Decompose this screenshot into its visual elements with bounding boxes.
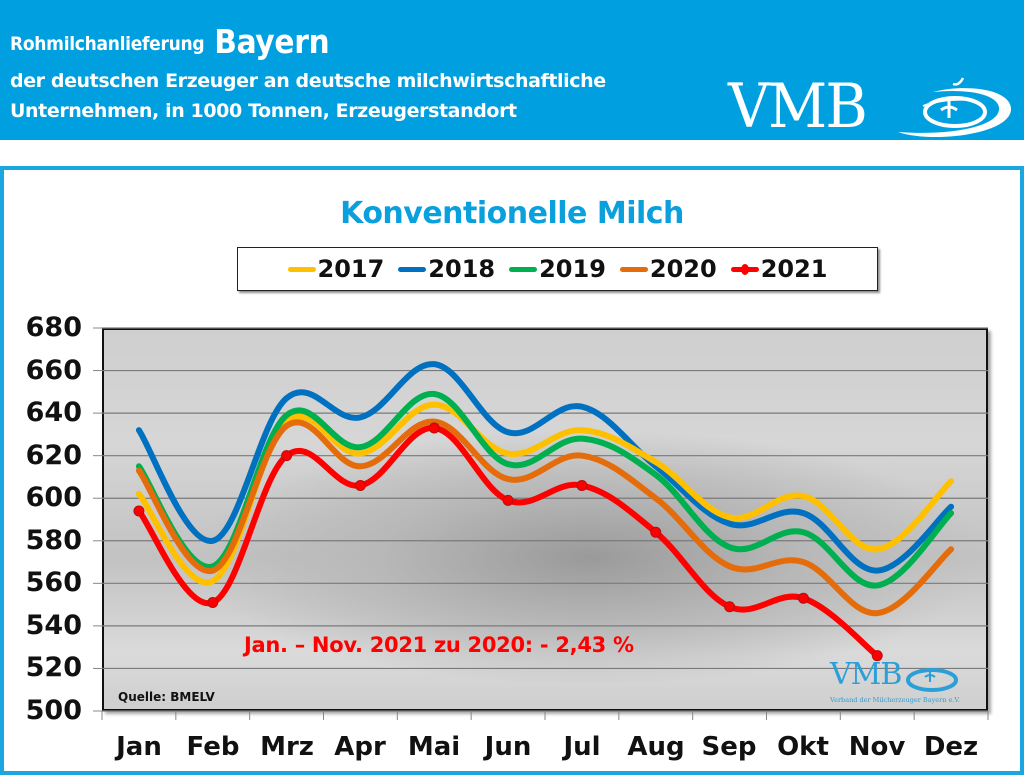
y-tick-label: 600	[25, 482, 82, 513]
y-tick-label: 540	[25, 610, 82, 641]
legend-swatch-2020	[619, 266, 648, 272]
chart-frame	[0, 166, 1024, 775]
x-tick-label: Mai	[407, 732, 461, 762]
legend-swatch-2021	[730, 263, 759, 275]
y-tick-label: 660	[25, 355, 82, 386]
vmb-small-logo-subtitle: Verband der Milcherzeuger Bayern e.V.	[830, 696, 960, 704]
data-point-marker	[576, 479, 588, 491]
chart-title: Konventionelle Milch	[340, 196, 684, 231]
vmb-small-logo: VMB Verband der Milcherzeuger Bayern e.V…	[826, 660, 966, 708]
y-tick-label: 640	[25, 397, 82, 428]
x-tick-label: Feb	[186, 732, 240, 762]
legend-label: 2019	[539, 255, 606, 283]
source-label: Quelle: BMELV	[118, 690, 215, 704]
legend-item-2020: 2020	[619, 255, 717, 283]
series-line-2021	[135, 425, 881, 659]
plot-area	[102, 328, 988, 711]
data-point-marker	[502, 494, 514, 506]
data-point-marker	[724, 601, 736, 613]
series-line-2018	[135, 361, 955, 574]
legend-label: 2018	[428, 255, 496, 283]
y-tick-label: 500	[25, 695, 82, 726]
x-tick-label: Sep	[701, 732, 757, 762]
header-title: Rohmilchanlieferung Bayern	[10, 22, 330, 61]
marker-dot-icon	[740, 263, 749, 275]
milk-drop-small-icon	[906, 668, 958, 692]
legend-item-2021: 2021	[730, 255, 828, 283]
legend-swatch-2019	[509, 266, 538, 272]
x-tick-label: Jun	[484, 732, 532, 762]
milk-drop-logo-icon	[898, 77, 1012, 138]
x-tick-label: Nov	[848, 732, 906, 762]
data-point-marker	[797, 592, 809, 604]
data-point-marker	[133, 505, 145, 517]
x-tick-label: Aug	[627, 732, 685, 762]
vmb-small-logo-text: VMB	[830, 657, 902, 692]
y-tick-label: 520	[25, 652, 82, 683]
legend-label: 2021	[760, 255, 828, 283]
legend-swatch-2017	[287, 266, 316, 272]
data-point-marker	[650, 526, 662, 538]
data-point-marker	[281, 450, 293, 462]
data-point-marker	[871, 650, 883, 662]
header-subtitle-line1: der deutschen Erzeuger an deutsche milch…	[10, 70, 606, 92]
y-tick-label: 680	[25, 312, 82, 343]
x-tick-label: Dez	[923, 732, 979, 762]
legend-item-2018: 2018	[398, 255, 495, 283]
header-title-prefix: Rohmilchanlieferung	[10, 33, 205, 55]
data-point-marker	[207, 596, 219, 608]
vmb-logo: VMB	[728, 70, 1018, 142]
x-tick-label: Apr	[334, 732, 386, 762]
vmb-logo-text: VMB	[728, 70, 868, 142]
header-banner: Rohmilchanlieferung Bayern der deutschen …	[0, 0, 1024, 142]
data-point-marker	[428, 422, 440, 434]
data-point-marker	[354, 479, 366, 491]
legend-swatch-2018	[398, 266, 427, 272]
y-tick-label: 560	[25, 567, 82, 598]
y-tick-label: 620	[25, 440, 82, 471]
y-tick-label: 580	[25, 525, 82, 556]
legend-item-2019: 2019	[509, 255, 606, 283]
change-annotation: Jan. – Nov. 2021 zu 2020: - 2,43 %	[244, 633, 634, 657]
x-tick-label: Okt	[777, 732, 829, 762]
legend-label: 2020	[649, 255, 717, 283]
series-line-2020	[135, 418, 955, 617]
chart-legend: 2017 2018 2019 2020 2021	[237, 247, 878, 291]
header-subtitle-line2: Unternehmen, in 1000 Tonnen, Erzeugersta…	[10, 100, 517, 122]
x-tick-label: Jan	[116, 732, 162, 762]
header-title-region: Bayern	[214, 22, 330, 61]
x-tick-label: Mrz	[260, 732, 314, 762]
legend-label: 2017	[317, 255, 385, 283]
legend-item-2017: 2017	[287, 255, 385, 283]
x-tick-label: Jul	[563, 732, 601, 762]
